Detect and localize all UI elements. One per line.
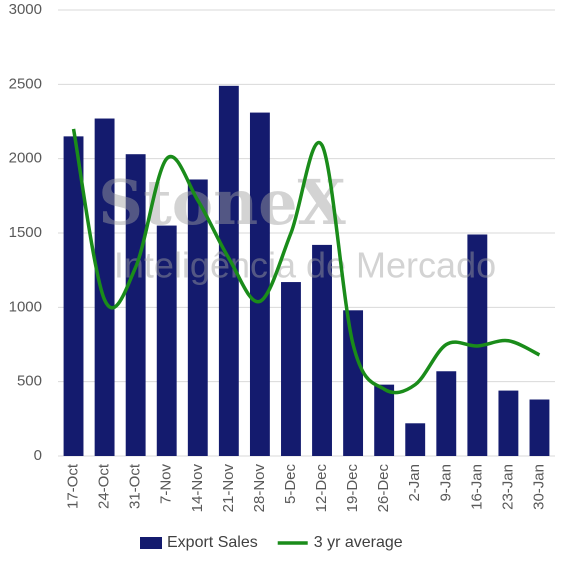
bar (498, 390, 519, 456)
line (71, 128, 541, 395)
bar (436, 371, 457, 456)
y-tick-label: 500 (17, 373, 42, 390)
bar (281, 282, 301, 456)
y-tick-label: 0 (34, 447, 42, 464)
bar (125, 154, 146, 456)
x-tick-label: 17-Oct (65, 463, 82, 509)
y-tick-label: 2000 (9, 150, 42, 167)
bar (63, 136, 84, 456)
bar (187, 179, 208, 457)
bar (343, 310, 364, 456)
legend-label: Export Sales (167, 534, 258, 551)
bar (374, 384, 395, 456)
x-tick-label: 21-Nov (220, 464, 237, 513)
x-tick-label: 28-Nov (251, 464, 268, 513)
legend-label: 3 yr average (314, 534, 403, 551)
x-tick-label: 19-Dec (344, 464, 361, 513)
x-tick-label: 31-Oct (127, 463, 144, 509)
x-tick-label: 14-Nov (189, 464, 206, 513)
watermark: StoneX (98, 166, 346, 239)
x-tick-label: 5-Dec (282, 464, 299, 505)
x-tick-label: 24-Oct (96, 463, 113, 509)
x-tick-label: 23-Jan (499, 464, 516, 510)
x-tick-label: 9-Jan (437, 464, 454, 502)
bar (312, 244, 332, 456)
bar (218, 85, 239, 456)
bar (156, 225, 177, 456)
y-tick-label: 2500 (9, 75, 42, 92)
x-tick-label: 16-Jan (468, 464, 485, 510)
bar (529, 399, 550, 456)
x-tick-label: 30-Jan (530, 464, 547, 510)
legend-swatch (140, 537, 162, 549)
bar (249, 112, 270, 456)
x-tick-label: 26-Dec (375, 464, 392, 513)
y-tick-label: 1500 (9, 224, 42, 241)
x-tick-label: 2-Jan (406, 464, 423, 502)
bar (94, 118, 115, 456)
y-tick-label: 1000 (9, 298, 42, 315)
x-tick-label: 12-Dec (313, 464, 330, 513)
x-tick-label: 7-Nov (158, 464, 175, 505)
watermark: Inteligência de Mercado (114, 245, 496, 286)
bar (405, 423, 426, 456)
y-tick-label: 3000 (9, 1, 42, 18)
